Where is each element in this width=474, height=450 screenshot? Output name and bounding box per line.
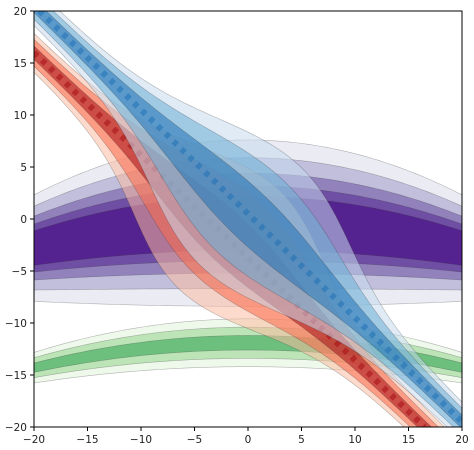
y-axis: 20 15 10 5 0 −5 −10 −15 −20 <box>5 6 34 434</box>
x-tick-label: 0 <box>245 434 252 446</box>
x-tick-label: 15 <box>402 434 415 446</box>
x-tick-label: 10 <box>348 434 361 446</box>
x-tick-label: −5 <box>187 434 202 446</box>
contour-layers <box>34 11 462 427</box>
y-tick-label: −5 <box>12 266 27 278</box>
y-tick-label: −10 <box>5 318 27 330</box>
x-axis: −20 −15 −10 −5 0 5 10 15 20 <box>23 427 469 446</box>
x-tick-label: 20 <box>455 434 468 446</box>
y-tick-label: −15 <box>5 370 27 382</box>
y-tick-label: −20 <box>5 422 27 434</box>
x-tick-label: −20 <box>23 434 45 446</box>
y-tick-label: 10 <box>14 110 27 122</box>
y-tick-label: 15 <box>14 58 27 70</box>
y-tick-label: 5 <box>20 162 27 174</box>
y-tick-label: 20 <box>14 6 27 18</box>
x-tick-label: −15 <box>76 434 98 446</box>
contour-level-blues-3 <box>34 11 462 427</box>
x-tick-label: −10 <box>130 434 152 446</box>
contour-layer-blues <box>34 11 462 427</box>
y-tick-label: 0 <box>20 214 27 226</box>
ridge-marks-reds <box>34 50 427 427</box>
x-tick-label: 5 <box>298 434 305 446</box>
